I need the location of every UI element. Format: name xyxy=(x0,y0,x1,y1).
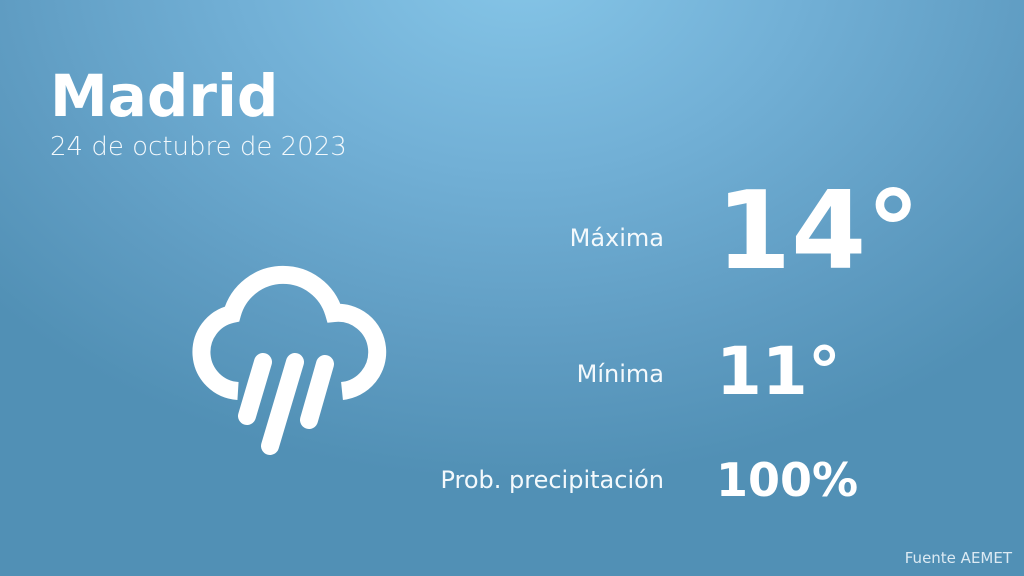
max-value: 14° xyxy=(716,169,921,294)
forecast-date: 24 de octubre de 2023 xyxy=(50,132,347,162)
min-label: Mínima xyxy=(576,360,664,388)
precip-label: Prob. precipitación xyxy=(440,466,664,494)
source-credit: Fuente AEMET xyxy=(904,549,1012,567)
max-label: Máxima xyxy=(569,224,664,252)
city-title: Madrid xyxy=(50,62,279,130)
min-value: 11° xyxy=(716,333,841,410)
precip-value: 100% xyxy=(716,453,859,507)
cloud-rain-icon xyxy=(192,265,387,455)
